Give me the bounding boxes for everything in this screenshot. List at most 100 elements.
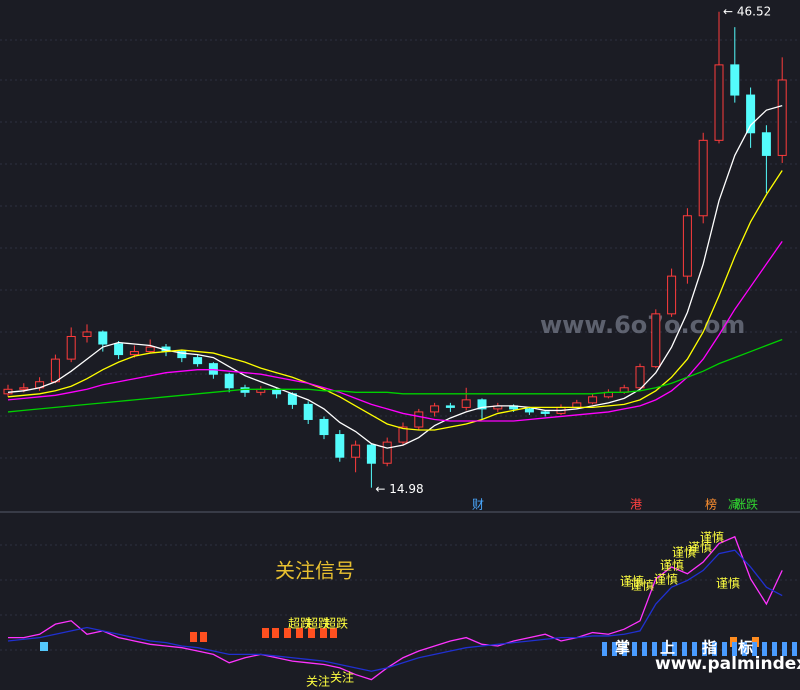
candle-body xyxy=(50,358,60,383)
line xyxy=(7,104,783,449)
signal-bar xyxy=(692,642,697,656)
candle-body xyxy=(572,402,582,408)
signal-bar xyxy=(632,642,637,656)
signal-bar xyxy=(662,642,667,656)
signal-tag: 减 xyxy=(728,498,740,512)
annotation: 标 xyxy=(737,639,753,657)
annotation: 谨慎 xyxy=(630,579,654,593)
signal-bar xyxy=(272,628,279,638)
candle-body xyxy=(682,215,692,277)
signal-bar xyxy=(722,642,727,656)
candle-body xyxy=(82,331,92,337)
watermark: www.6o7o.com xyxy=(540,311,745,339)
candle-body xyxy=(414,411,424,428)
signal-bar xyxy=(40,642,48,651)
signal-bar xyxy=(602,642,607,656)
candle-body xyxy=(351,444,361,458)
indicator-title: 关注信号 xyxy=(275,559,355,583)
candle-body xyxy=(540,411,550,414)
candle-body xyxy=(224,373,234,389)
signal-bar xyxy=(308,628,315,638)
signal-bar xyxy=(612,642,617,656)
signal-bar xyxy=(762,642,767,656)
candle-body xyxy=(651,313,661,368)
candle-body xyxy=(777,79,787,156)
signal-bar xyxy=(190,632,197,642)
candle-body xyxy=(319,418,329,436)
candle-body xyxy=(667,275,677,315)
signal-bar xyxy=(622,642,627,656)
signal-bar xyxy=(296,628,303,638)
annotation: 超跌 xyxy=(288,616,312,631)
line xyxy=(7,338,783,413)
candle-body xyxy=(430,405,440,413)
signal-bar xyxy=(262,628,269,638)
line xyxy=(7,241,783,422)
candle-body xyxy=(19,387,29,390)
signal-bar xyxy=(712,642,717,656)
annotation: 谨慎 xyxy=(660,559,684,573)
candle-body xyxy=(366,444,376,464)
signal-bar xyxy=(284,628,291,638)
line xyxy=(7,549,783,672)
candle-body xyxy=(635,366,645,389)
signal-bar xyxy=(652,642,657,656)
signal-bar xyxy=(642,642,647,656)
candle-body xyxy=(461,399,471,408)
annotation: 谨慎 xyxy=(716,577,740,591)
signal-bar xyxy=(732,642,737,656)
annotation: 谨慎 xyxy=(688,541,712,555)
signal-tag: 港 xyxy=(630,498,642,512)
candle-body xyxy=(303,403,313,420)
signal-bar xyxy=(742,642,747,656)
signal-bar xyxy=(200,632,207,642)
candle-body xyxy=(208,363,218,375)
candle-body xyxy=(114,343,124,356)
annotation: 掌 xyxy=(615,639,630,657)
annotation: 谨慎 xyxy=(654,573,678,587)
candle-body xyxy=(588,396,598,404)
signal-bar xyxy=(330,628,337,638)
signal-tag: 榜 xyxy=(705,497,717,512)
annotation: 上 xyxy=(660,639,675,657)
candle-body xyxy=(730,64,740,96)
signal-bar xyxy=(320,628,327,638)
min-label: ← 14.98 xyxy=(375,482,423,496)
candle-body xyxy=(477,399,487,410)
annotation: 超跌 xyxy=(324,616,348,631)
signal-tag: 涨跌 xyxy=(734,497,758,512)
candle-body xyxy=(382,441,392,464)
signal-bar xyxy=(782,642,787,656)
candle-body xyxy=(398,426,408,443)
signal-bar xyxy=(682,642,687,656)
candle-body xyxy=(129,351,139,356)
candle-body xyxy=(761,132,771,156)
candle-body xyxy=(145,346,155,353)
signal-bar xyxy=(702,642,707,656)
annotation: 关注 xyxy=(330,670,354,685)
candle-body xyxy=(698,139,708,217)
signal-bar xyxy=(752,642,757,656)
watermark: www.palmindex.com xyxy=(655,654,800,674)
signal-bar xyxy=(792,642,797,656)
candle-body xyxy=(746,94,756,134)
annotation: 超跌 xyxy=(306,616,330,631)
candle-body xyxy=(524,408,534,413)
line xyxy=(7,170,783,431)
candle-body xyxy=(177,351,187,359)
candle-body xyxy=(193,357,203,365)
annotation: 谨慎 xyxy=(672,546,696,560)
signal-bar xyxy=(672,642,677,656)
candle-body xyxy=(98,331,108,345)
candle-body xyxy=(714,64,724,141)
candle-body xyxy=(66,335,76,360)
max-label: ← 46.52 xyxy=(723,4,771,18)
line xyxy=(8,535,783,681)
candle-body xyxy=(335,434,345,458)
signal-tag: 财 xyxy=(472,498,484,512)
signal-bar xyxy=(772,642,777,656)
candle-body xyxy=(272,388,282,395)
annotation: 谨慎 xyxy=(700,531,724,545)
